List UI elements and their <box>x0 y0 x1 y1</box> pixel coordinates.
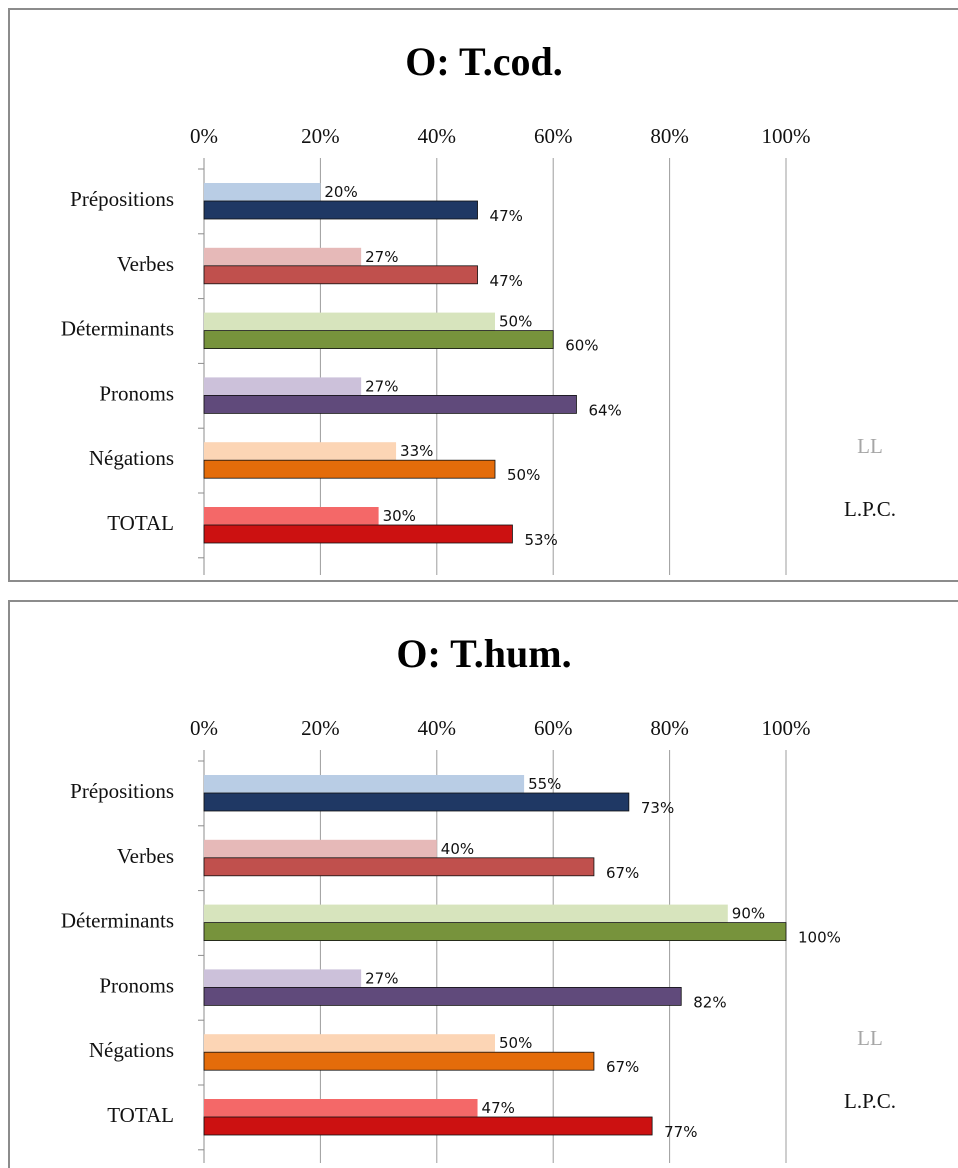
data-label-lpc: 77% <box>664 1123 697 1141</box>
x-tick-label: 60% <box>534 124 573 148</box>
data-label-lpc: 53% <box>524 531 557 549</box>
bar-lpc <box>203 200 478 220</box>
bar-ll <box>204 377 362 396</box>
legend-label-ll: LL <box>857 1026 883 1050</box>
category-label: Pronoms <box>99 973 174 997</box>
data-label-ll: 40% <box>441 840 474 858</box>
data-label-ll: 27% <box>365 377 398 395</box>
x-tick-label: 0% <box>190 716 218 740</box>
legend-label-ll: LL <box>857 434 883 458</box>
bar-lpc <box>203 394 577 414</box>
bar-lpc <box>203 922 787 942</box>
legend-label-lpc: L.P.C. <box>844 497 896 521</box>
data-label-ll: 27% <box>365 969 398 987</box>
chart-tcod: O: T.cod. 0% 20% 40% 60% 80% 100% Prépositions 2… <box>61 39 896 575</box>
category-label: Verbes <box>117 844 174 868</box>
chart-panel-tcod: O: T.cod. 0% 20% 40% 60% 80% 100% Prépositions 2… <box>8 8 958 582</box>
category-label: Déterminants <box>61 317 174 341</box>
chart-thum: O: T.hum. 0% 20% 40% 60% 80% 100% Prépositions 5… <box>61 631 896 1163</box>
x-tick-label: 60% <box>534 716 573 740</box>
category-label: TOTAL <box>107 511 174 535</box>
x-tick-label: 20% <box>301 124 340 148</box>
data-label-lpc: 64% <box>588 401 621 419</box>
bar-lpc <box>203 524 513 544</box>
chart-panel-thum: O: T.hum. 0% 20% 40% 60% 80% 100% Prépositions 5… <box>8 600 958 1168</box>
category-label: Prépositions <box>70 779 174 803</box>
chart-title: O: T.hum. <box>396 631 571 676</box>
bar-ll <box>204 1099 478 1117</box>
data-label-lpc: 60% <box>565 337 598 355</box>
bar-ll <box>204 442 397 461</box>
data-label-lpc: 82% <box>693 993 726 1011</box>
bar-lpc <box>203 1051 595 1071</box>
category-label: Négations <box>89 446 174 470</box>
category-label: Prépositions <box>70 187 174 211</box>
bar-ll <box>204 1034 495 1053</box>
category-label: Négations <box>89 1038 174 1062</box>
category-label: Déterminants <box>61 909 174 933</box>
bar-ll <box>204 904 728 923</box>
bar-lpc <box>203 792 630 812</box>
data-label-lpc: 47% <box>490 272 523 290</box>
x-tick-label: 100% <box>762 124 811 148</box>
x-tick-label: 20% <box>301 716 340 740</box>
bar-lpc <box>203 330 554 350</box>
bar-lpc <box>203 459 496 479</box>
bar-lpc <box>203 265 478 285</box>
data-label-ll: 90% <box>732 905 765 923</box>
data-label-ll: 30% <box>383 507 416 525</box>
data-label-ll: 27% <box>365 248 398 266</box>
legend-label-lpc: L.P.C. <box>844 1089 896 1113</box>
bar-lpc <box>203 1116 653 1136</box>
data-label-lpc: 67% <box>606 864 639 882</box>
x-tick-label: 0% <box>190 124 218 148</box>
category-label: Pronoms <box>99 381 174 405</box>
bar-ll <box>204 775 525 793</box>
data-label-ll: 20% <box>324 183 357 201</box>
x-tick-label: 100% <box>762 716 811 740</box>
bar-ll <box>204 183 321 201</box>
chart-title: O: T.cod. <box>405 39 562 84</box>
data-label-lpc: 67% <box>606 1058 639 1076</box>
data-label-lpc: 50% <box>507 466 540 484</box>
data-label-ll: 33% <box>400 442 433 460</box>
data-label-lpc: 73% <box>641 799 674 817</box>
bar-lpc <box>203 857 595 877</box>
x-tick-label: 80% <box>650 124 689 148</box>
category-label: Verbes <box>117 252 174 276</box>
data-label-ll: 50% <box>499 313 532 331</box>
x-tick-label: 40% <box>418 124 457 148</box>
data-label-lpc: 47% <box>490 207 523 225</box>
data-label-lpc: 100% <box>798 929 841 947</box>
category-label: TOTAL <box>107 1103 174 1127</box>
bar-ll <box>204 507 379 525</box>
bar-ll <box>204 969 362 988</box>
bar-ll <box>204 247 362 266</box>
bar-ll <box>204 312 495 331</box>
data-label-ll: 47% <box>482 1099 515 1117</box>
bar-lpc <box>203 986 682 1006</box>
data-label-ll: 55% <box>528 775 561 793</box>
x-tick-label: 80% <box>650 716 689 740</box>
data-label-ll: 50% <box>499 1034 532 1052</box>
x-tick-label: 40% <box>418 716 457 740</box>
bar-ll <box>204 839 437 858</box>
